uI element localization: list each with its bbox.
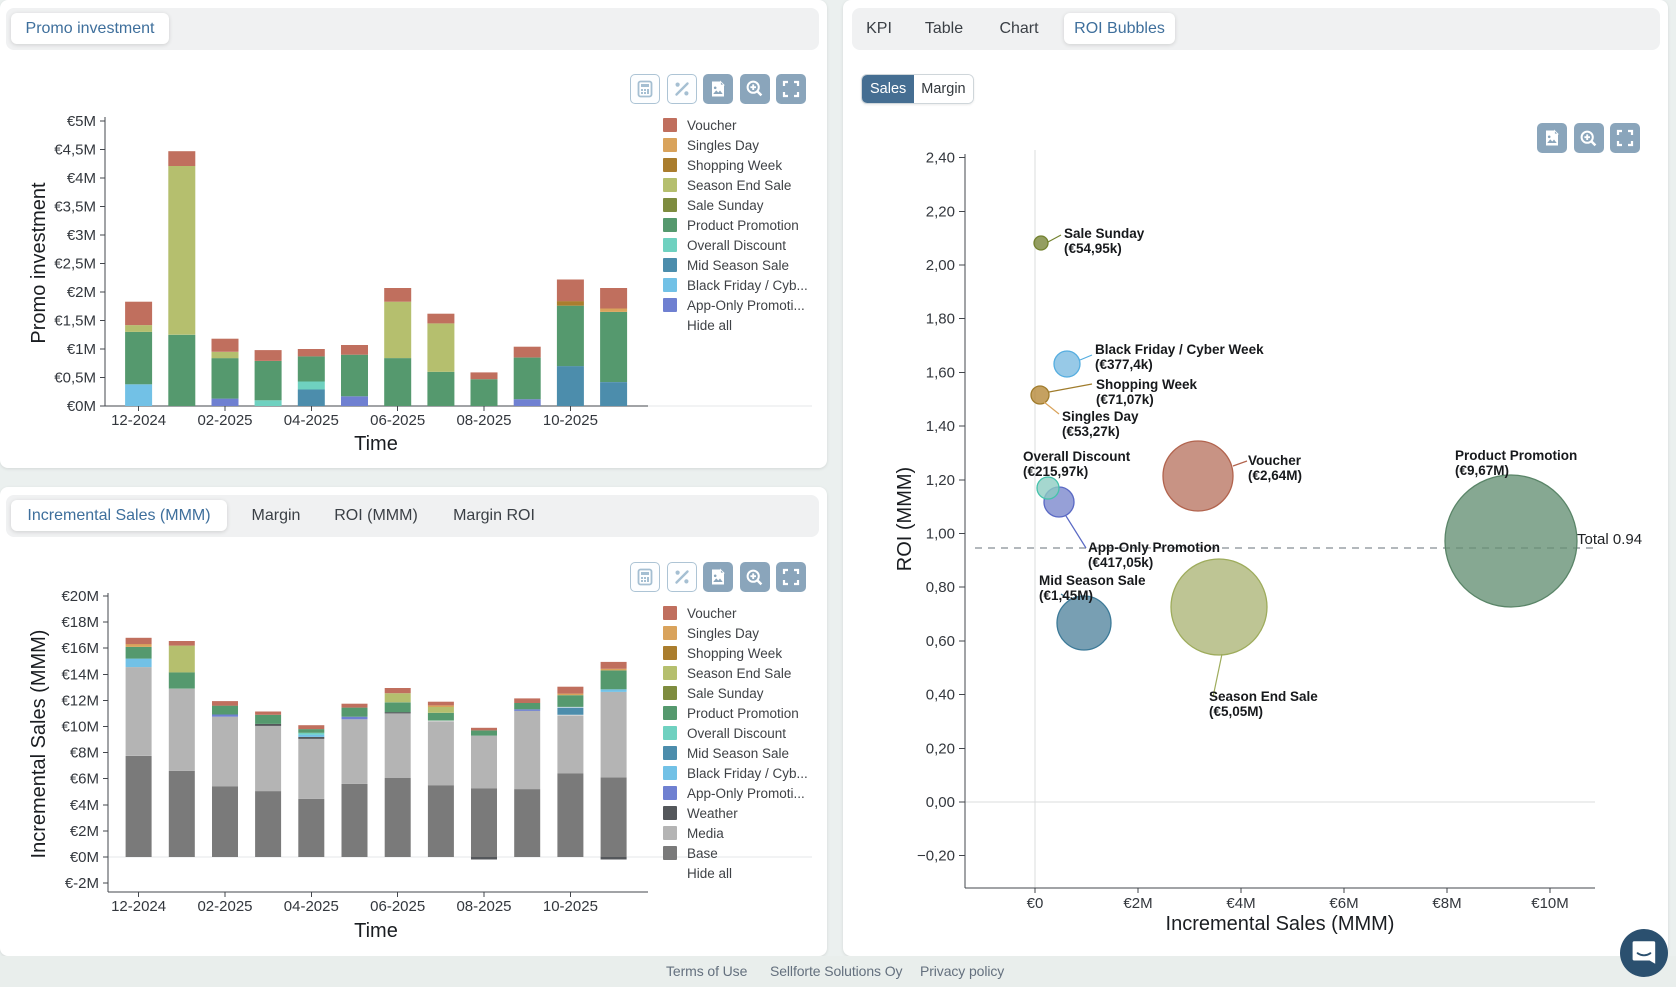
svg-text:02-2025: 02-2025 [197,898,252,915]
svg-text:2,20: 2,20 [926,203,955,220]
svg-text:€0M: €0M [67,398,96,415]
svg-text:(€215,97k): (€215,97k) [1023,464,1088,479]
svg-text:€20M: €20M [61,588,99,605]
svg-text:(€53,27k): (€53,27k) [1062,424,1120,439]
svg-text:(€54,95k): (€54,95k) [1064,241,1122,256]
svg-text:0,80: 0,80 [926,579,955,596]
svg-text:08-2025: 08-2025 [456,412,511,429]
svg-text:€4,5M: €4,5M [54,142,96,159]
svg-text:(€9,67M): (€9,67M) [1455,463,1509,478]
svg-text:€5M: €5M [67,113,96,130]
svg-text:10-2025: 10-2025 [543,412,598,429]
svg-text:06-2025: 06-2025 [370,412,425,429]
svg-text:04-2025: 04-2025 [284,898,339,915]
svg-text:Time: Time [354,433,398,455]
svg-text:Time: Time [354,920,398,942]
svg-text:€0M: €0M [70,849,99,866]
svg-text:(€71,07k): (€71,07k) [1096,392,1154,407]
svg-text:(€417,05k): (€417,05k) [1088,555,1153,570]
svg-text:(€377,4k): (€377,4k) [1095,357,1153,372]
svg-text:Mid Season Sale: Mid Season Sale [1039,573,1146,588]
svg-text:Season End Sale: Season End Sale [1209,689,1318,704]
svg-text:10-2025: 10-2025 [543,898,598,915]
svg-text:€3M: €3M [67,227,96,244]
svg-text:06-2025: 06-2025 [370,898,425,915]
svg-text:€10M: €10M [61,719,99,736]
svg-text:2,40: 2,40 [926,150,955,167]
svg-text:(€2,64M): (€2,64M) [1248,468,1302,483]
svg-text:0,00: 0,00 [926,794,955,811]
svg-text:€12M: €12M [61,692,99,709]
svg-text:1,20: 1,20 [926,472,955,489]
svg-text:€3,5M: €3,5M [54,199,96,216]
svg-text:04-2025: 04-2025 [284,412,339,429]
svg-text:ROI (MMM): ROI (MMM) [894,467,916,571]
svg-text:€6M: €6M [1329,895,1358,912]
svg-text:Promo investment: Promo investment [28,182,50,344]
svg-text:€2M: €2M [70,823,99,840]
svg-text:€0: €0 [1027,895,1044,912]
svg-text:€4M: €4M [70,797,99,814]
svg-text:€10M: €10M [1531,895,1569,912]
svg-text:(€1,45M): (€1,45M) [1039,588,1093,603]
svg-text:1,60: 1,60 [926,364,955,381]
svg-text:12-2024: 12-2024 [111,898,166,915]
svg-text:Singles Day: Singles Day [1062,409,1139,424]
svg-text:−0,20: −0,20 [917,848,955,865]
svg-text:€2M: €2M [67,284,96,301]
svg-text:0,40: 0,40 [926,687,955,704]
svg-text:€2,5M: €2,5M [54,256,96,273]
svg-text:€1M: €1M [67,341,96,358]
svg-text:1,80: 1,80 [926,311,955,328]
svg-text:2,00: 2,00 [926,257,955,274]
svg-text:€16M: €16M [61,640,99,657]
svg-text:€-2M: €-2M [65,875,99,892]
svg-text:€4M: €4M [1226,895,1255,912]
svg-text:Incremental Sales (MMM): Incremental Sales (MMM) [28,630,50,859]
svg-text:12-2024: 12-2024 [111,412,166,429]
svg-text:1,40: 1,40 [926,418,955,435]
svg-text:(€5,05M): (€5,05M) [1209,704,1263,719]
svg-text:€2M: €2M [1123,895,1152,912]
svg-text:€1,5M: €1,5M [54,313,96,330]
svg-text:Shopping Week: Shopping Week [1096,377,1197,392]
svg-text:Black Friday / Cyber Week: Black Friday / Cyber Week [1095,342,1264,357]
svg-text:08-2025: 08-2025 [456,898,511,915]
svg-text:€8M: €8M [1432,895,1461,912]
svg-text:Total 0.94: Total 0.94 [1577,531,1642,548]
svg-text:Overall Discount: Overall Discount [1023,449,1131,464]
svg-text:Product Promotion: Product Promotion [1455,448,1577,463]
svg-text:Incremental Sales (MMM): Incremental Sales (MMM) [1166,913,1395,935]
svg-text:02-2025: 02-2025 [197,412,252,429]
svg-text:€14M: €14M [61,666,99,683]
svg-text:1,00: 1,00 [926,526,955,543]
svg-text:App-Only Promotion: App-Only Promotion [1088,540,1220,555]
svg-text:€4M: €4M [67,170,96,187]
svg-text:0,60: 0,60 [926,633,955,650]
svg-text:€18M: €18M [61,614,99,631]
svg-text:€0,5M: €0,5M [54,370,96,387]
svg-text:Voucher: Voucher [1248,453,1302,468]
svg-text:0,20: 0,20 [926,740,955,757]
svg-text:Sale Sunday: Sale Sunday [1064,226,1145,241]
svg-text:€8M: €8M [70,745,99,762]
svg-text:€6M: €6M [70,771,99,788]
